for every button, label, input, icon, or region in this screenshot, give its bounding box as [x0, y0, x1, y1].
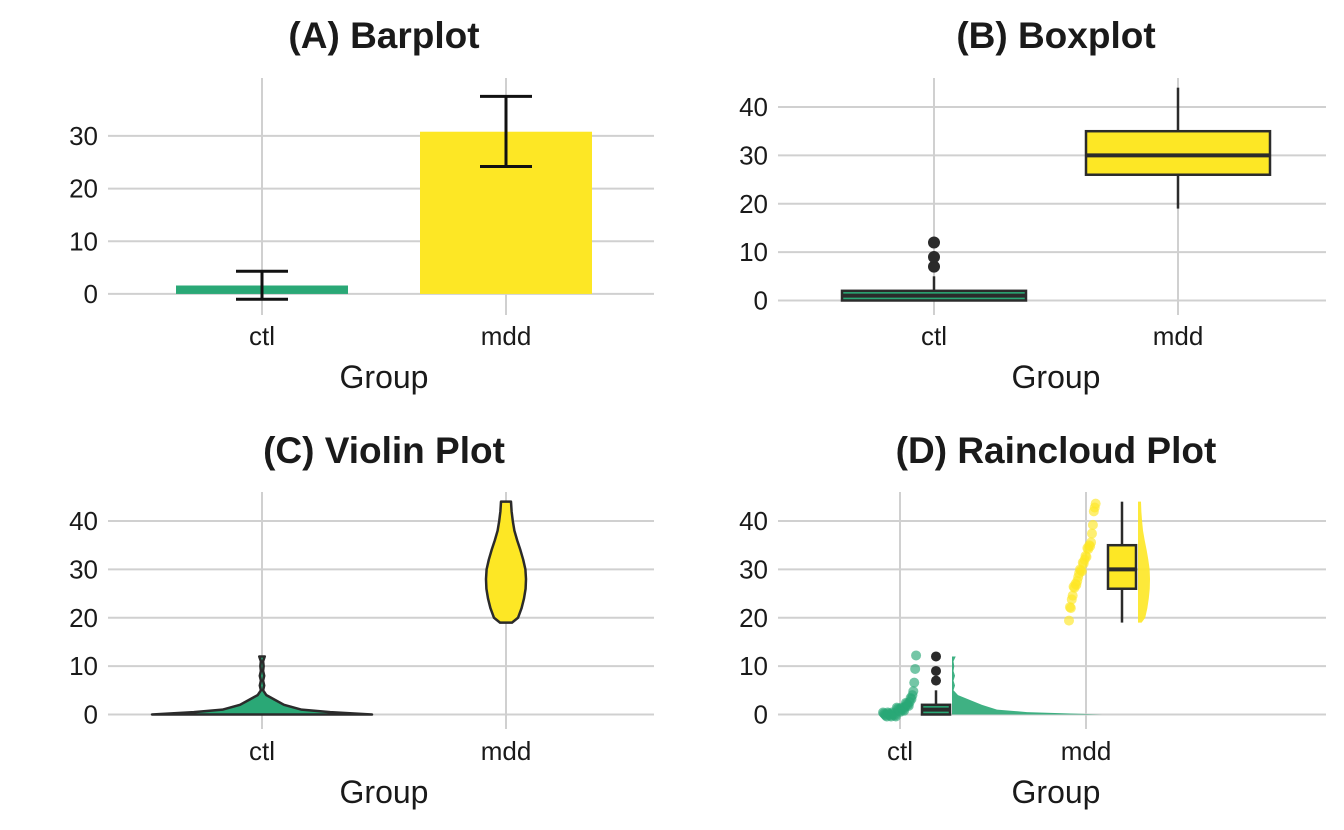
cloud-ctl: [952, 656, 1102, 715]
panel-boxplot: 0 10 20 30 40 (B) Boxplot ctl mdd Group: [739, 15, 1326, 395]
y-tick-label: 0: [84, 279, 98, 309]
x-tick-label-mdd: mdd: [481, 321, 532, 351]
x-tick-label-ctl: ctl: [887, 736, 913, 766]
box-ctl-outlier-point: [928, 236, 940, 249]
x-tick-label-mdd: mdd: [1061, 736, 1112, 766]
y-tick-label: 20: [69, 603, 98, 633]
rain-point-mdd: [1086, 528, 1097, 539]
panel-barplot: 0 10 20 30 (A) Barplot ctl mdd Group: [69, 15, 654, 395]
rain-point-mdd: [1067, 590, 1078, 601]
y-tick-label: 20: [739, 603, 768, 633]
rain-box-ctl-outlier-point: [931, 665, 941, 676]
y-tick-label: 30: [739, 140, 768, 170]
chart-title: (D) Raincloud Plot: [896, 430, 1217, 471]
panel-violin-plot: 0 10 20 30 40 (C) Violin Plot ctl mdd Group: [69, 430, 654, 810]
y-tick-label: 30: [739, 554, 768, 584]
violin-mdd: [484, 500, 528, 624]
y-tick-label: 10: [739, 651, 768, 681]
rain-point-mdd: [1076, 566, 1087, 577]
chart-title: (A) Barplot: [288, 15, 479, 56]
x-axis-label: Group: [340, 774, 429, 810]
y-tick-label: 10: [69, 651, 98, 681]
x-axis-label: Group: [340, 359, 429, 395]
y-tick-label: 10: [69, 226, 98, 256]
box-ctl-outlier-point: [928, 260, 940, 273]
y-tick-label: 40: [739, 92, 768, 122]
panel-raincloud-plot: 0 10 20 30 40 (D) Raincloud Plot ctl mdd Group: [739, 430, 1326, 810]
rain-box-ctl-outlier-point: [931, 675, 941, 686]
y-tick-label: 10: [739, 237, 768, 267]
y-tick-label: 30: [69, 554, 98, 584]
y-tick-label: 20: [69, 174, 98, 204]
chart-title: (C) Violin Plot: [263, 430, 505, 471]
rain-point-mdd: [1090, 498, 1101, 509]
rain-point-mdd: [1086, 537, 1097, 548]
chart-title: (B) Boxplot: [956, 15, 1155, 56]
x-tick-label-ctl: ctl: [249, 736, 275, 766]
y-tick-label: 40: [739, 506, 768, 536]
x-tick-label-mdd: mdd: [1153, 321, 1204, 351]
x-axis-label: Group: [1012, 774, 1101, 810]
rain-point-mdd: [1087, 519, 1098, 530]
rain-point-mdd: [1065, 603, 1076, 614]
box-mdd-box: [1084, 129, 1272, 176]
y-tick-label: 0: [84, 699, 98, 729]
rain-box-mdd-box: [1106, 543, 1138, 590]
x-tick-label-mdd: mdd: [481, 736, 532, 766]
rain-point-ctl: [911, 650, 922, 661]
y-tick-label: 0: [754, 699, 768, 729]
y-tick-label: 40: [69, 506, 98, 536]
rain-point-ctl: [909, 677, 920, 688]
x-tick-label-ctl: ctl: [249, 321, 275, 351]
x-axis-label: Group: [1012, 359, 1101, 395]
rain-point-ctl: [908, 686, 919, 697]
violin-ctl: [150, 655, 374, 716]
x-tick-label-ctl: ctl: [921, 321, 947, 351]
cloud-mdd: [1138, 501, 1150, 623]
y-tick-label: 20: [739, 189, 768, 219]
y-tick-label: 0: [754, 285, 768, 315]
y-tick-label: 30: [69, 121, 98, 151]
rain-point-mdd: [1064, 615, 1074, 626]
rain-box-ctl-outlier-point: [931, 651, 941, 662]
rain-point-ctl: [910, 663, 921, 674]
box-ctl-outlier-point: [928, 250, 940, 263]
rain-point-mdd: [1081, 551, 1092, 562]
